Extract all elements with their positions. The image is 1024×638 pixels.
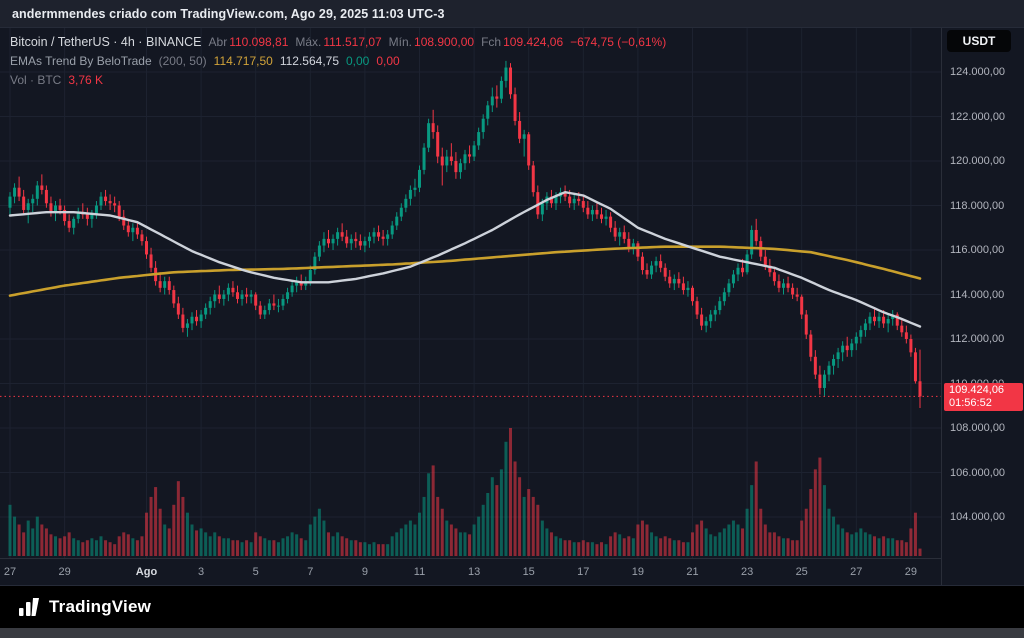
- ohlc-high: Máx. 111.517,07: [295, 35, 382, 49]
- price-tick: 108.000,00: [950, 422, 1006, 434]
- page-bottom-strip: [0, 628, 1024, 638]
- time-label: 29: [904, 566, 918, 578]
- legend-symbol-row[interactable]: Bitcoin / TetherUS · 4h · BINANCE Abr 110…: [10, 33, 666, 52]
- time-label: 11: [413, 566, 426, 578]
- time-label: 19: [631, 566, 645, 578]
- current-price-value: 109.424,06: [949, 384, 1005, 397]
- legend-indicator-row[interactable]: EMAs Trend By BeloTrade (200, 50) 114.71…: [10, 52, 666, 71]
- time-label: 5: [252, 566, 259, 578]
- ohlc-change: −674,75 (−0,61%): [570, 35, 667, 49]
- price-tick: 122.000,00: [950, 110, 1006, 123]
- indicator-extra-red: 0,00: [376, 54, 400, 68]
- ohlc-open: Abr 110.098,81: [208, 35, 289, 49]
- time-label: 25: [795, 566, 808, 578]
- ohlc-low: Mín. 108.900,00: [388, 35, 475, 49]
- ema200-value: 114.717,50: [213, 54, 273, 68]
- price-scale[interactable]: USDT 109.424,06 01:56:52 124.000,00 122.0…: [941, 28, 1024, 585]
- chart-area: Bitcoin / TetherUS · 4h · BINANCE Abr 110…: [0, 28, 1024, 585]
- time-label: 21: [686, 566, 699, 578]
- price-tick: 120.000,00: [950, 155, 1006, 167]
- tradingview-logo-icon: [19, 598, 39, 616]
- price-tick: 116.000,00: [950, 244, 1005, 256]
- current-price-label: 109.424,06 01:56:52: [944, 383, 1023, 412]
- indicator-params: (200, 50): [158, 54, 207, 68]
- time-label-month: Ago: [135, 566, 158, 578]
- time-label: 17: [577, 566, 590, 578]
- price-chart-canvas[interactable]: [0, 28, 941, 558]
- bar-countdown: 01:56:52: [949, 397, 992, 410]
- currency-toggle-usdt[interactable]: USDT: [947, 30, 1011, 52]
- indicator-name[interactable]: EMAs Trend By BeloTrade: [10, 54, 152, 68]
- tradingview-logo[interactable]: TradingView: [18, 596, 151, 618]
- price-tick: 124.000,00: [950, 66, 1006, 78]
- price-tick: 106.000,00: [950, 466, 1006, 479]
- time-label: 27: [3, 566, 17, 578]
- ohlc-close: Fch 109.424,06: [481, 35, 564, 49]
- price-tick: 114.000,00: [950, 288, 1005, 301]
- price-tick: 112.000,00: [950, 333, 1005, 345]
- time-label: 9: [361, 566, 368, 578]
- legend: Bitcoin / TetherUS · 4h · BINANCE Abr 110…: [10, 33, 666, 90]
- tradingview-wordmark: TradingView: [49, 597, 152, 616]
- time-label: 3: [198, 566, 205, 578]
- price-tick: 118.000,00: [950, 199, 1005, 212]
- ema50-value: 112.564,75: [279, 54, 339, 68]
- time-label: 29: [58, 566, 71, 578]
- time-axis[interactable]: 27 29 Ago 3 5 7 9 11 13 15 17 19 21 23 25 27 29: [0, 558, 941, 586]
- indicator-extra-green: 0,00: [346, 54, 370, 68]
- volume-label: Vol · BTC: [10, 73, 62, 87]
- time-label: 23: [740, 566, 754, 578]
- volume-value: 3,76 K: [68, 73, 104, 87]
- attribution-bar: andermmendes criado com TradingView.com,…: [0, 0, 1024, 28]
- footer-bar: TradingView: [0, 585, 1024, 628]
- time-label: 13: [467, 566, 481, 578]
- symbol-title[interactable]: Bitcoin / TetherUS · 4h · BINANCE: [10, 35, 202, 49]
- price-tick: 104.000,00: [950, 511, 1006, 523]
- attribution-text: andermmendes criado com TradingView.com,…: [12, 6, 445, 21]
- legend-volume-row[interactable]: Vol · BTC 3,76 K: [10, 71, 666, 90]
- time-label: 7: [307, 566, 314, 578]
- time-label: 15: [522, 566, 535, 578]
- time-label: 27: [850, 566, 863, 578]
